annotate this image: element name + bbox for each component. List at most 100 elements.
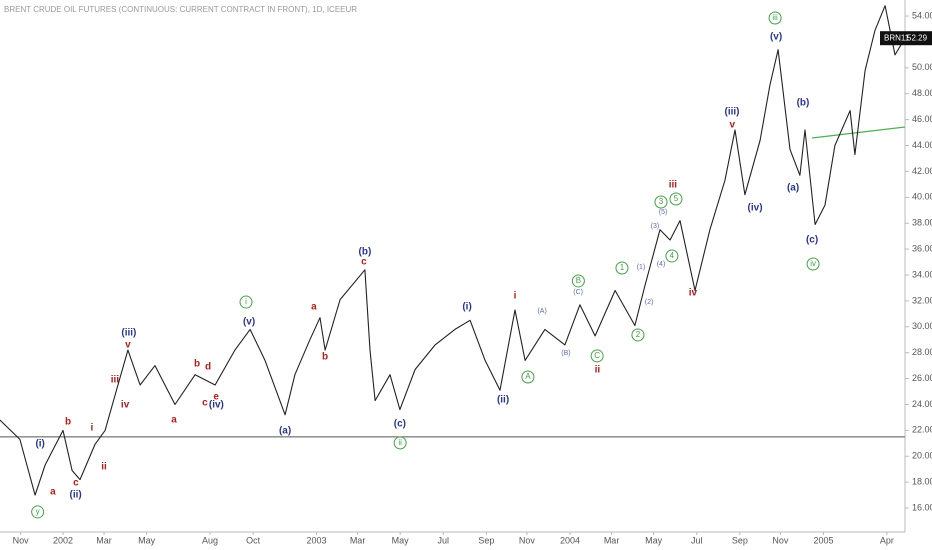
wave-label: a [50, 487, 56, 498]
wave-label: ii [101, 462, 107, 473]
y-tick-label: 34.00 [912, 269, 932, 279]
x-tick-label: Jul [437, 535, 449, 545]
annotation-circle [615, 261, 629, 275]
wave-label: c [361, 257, 367, 268]
wave-label: ii [398, 438, 402, 447]
y-tick-label: 20.00 [912, 451, 932, 461]
wave-label: (C) [573, 289, 583, 296]
y-tick-label: 22.00 [912, 425, 932, 435]
x-tick-label: Mar [96, 535, 112, 545]
annotation-circle [239, 295, 253, 309]
y-tick-label: 40.00 [912, 192, 932, 202]
y-tick-label: 30.00 [912, 321, 932, 331]
annotation-circle [571, 274, 585, 288]
y-tick-label: 24.00 [912, 399, 932, 409]
wave-label: (1) [637, 264, 646, 271]
y-tick-label: 46.00 [912, 114, 932, 124]
wave-label: b [65, 417, 71, 428]
wave-label: (v) [243, 317, 255, 328]
wave-label: i [91, 423, 94, 434]
x-tick-label: 2002 [53, 535, 73, 545]
wave-label: v [729, 120, 735, 131]
x-tick-label: 2004 [560, 535, 580, 545]
y-tick-label: 32.00 [912, 295, 932, 305]
annotation-circle [669, 192, 683, 206]
wave-label: B [576, 276, 581, 285]
chart-title: BRENT CRUDE OIL FUTURES (CONTINUOUS: CUR… [4, 5, 357, 14]
wave-label: iv [121, 400, 130, 411]
wave-label: (v) [770, 32, 782, 43]
wave-label: 1 [620, 263, 625, 272]
annotation-circle [590, 349, 604, 363]
x-tick-label: May [138, 535, 156, 545]
y-tick-label: 42.00 [912, 166, 932, 176]
x-tick-label: Nov [772, 535, 789, 545]
x-tick-label: Oct [246, 535, 261, 545]
wave-label: i [245, 297, 247, 306]
y-tick-label: 50.00 [912, 62, 932, 72]
wave-label: (5) [659, 209, 668, 216]
wave-label: (iv) [209, 400, 224, 411]
wave-label: C [594, 351, 600, 360]
price-tag [880, 31, 932, 46]
symbol-label: BRN11 [884, 33, 910, 42]
x-tick-label: Sep [732, 535, 748, 545]
wave-label: a [171, 415, 177, 426]
wave-label: (ii) [497, 395, 509, 406]
last-price-label: 52.29 [907, 33, 928, 42]
wave-label: c [73, 478, 79, 489]
wave-label: (B) [561, 350, 570, 357]
wave-label: iii [772, 13, 778, 22]
y-tick-label: 16.00 [912, 502, 932, 512]
annotation-circle [654, 195, 668, 209]
wave-label: A [525, 372, 531, 381]
x-tick-label: Nov [13, 535, 30, 545]
wave-label: d [205, 362, 211, 373]
wave-label: 5 [674, 194, 679, 203]
wave-label: e [213, 392, 219, 403]
wave-label: (2) [645, 299, 654, 306]
wave-label: (a) [787, 183, 799, 194]
wave-label: iv [810, 259, 816, 268]
wave-label: (iii) [121, 328, 136, 339]
y-tick-label: 28.00 [912, 347, 932, 357]
trend-line [812, 126, 906, 139]
x-tick-label: 2005 [813, 535, 833, 545]
y-tick-label: 48.00 [912, 88, 932, 98]
wave-label: y [36, 507, 40, 516]
wave-label: 3 [659, 197, 664, 206]
wave-label: (4) [657, 261, 666, 268]
wave-label: v [125, 340, 131, 351]
wave-label: ii [595, 365, 601, 376]
x-tick-label: May [392, 535, 410, 545]
y-tick-label: 18.00 [912, 477, 932, 487]
wave-label: (A) [537, 308, 546, 315]
x-tick-label: Apr [880, 535, 894, 545]
y-tick-label: 26.00 [912, 373, 932, 383]
wave-label: (b) [797, 98, 810, 109]
wave-label: (c) [806, 235, 818, 246]
x-tick-label: May [645, 535, 663, 545]
annotation-circle [393, 436, 407, 450]
x-tick-label: Nov [519, 535, 536, 545]
wave-label: 4 [670, 251, 675, 260]
annotation-circle [31, 505, 45, 519]
y-tick-label: 36.00 [912, 243, 932, 253]
price-line [0, 5, 906, 496]
wave-label: iv [689, 288, 698, 299]
y-tick-label: 44.00 [912, 140, 932, 150]
x-tick-label: Jul [691, 535, 703, 545]
y-tick-label: 54.00 [912, 10, 932, 20]
wave-label: (iv) [748, 203, 763, 214]
wave-label: (c) [394, 419, 406, 430]
x-tick-label: Aug [202, 535, 218, 545]
annotation-circle [665, 249, 679, 263]
annotation-circle [768, 11, 782, 25]
annotation-circle [631, 328, 645, 342]
x-tick-label: Sep [478, 535, 494, 545]
wave-label: (iii) [724, 107, 739, 118]
wave-label: b [322, 352, 328, 363]
wave-label: a [311, 302, 317, 313]
